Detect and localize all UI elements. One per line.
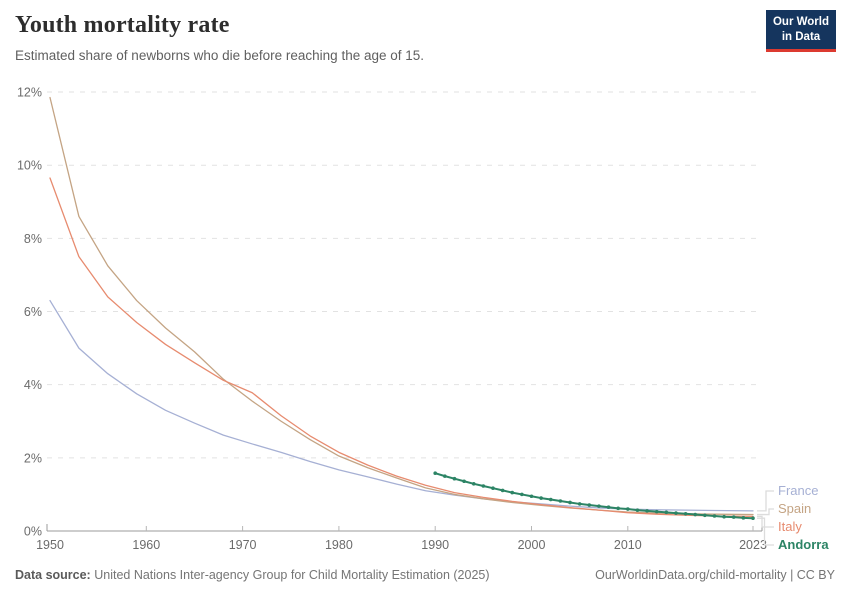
y-axis-tick-label: 2% [24,451,42,465]
legend-connector [757,508,774,516]
data-source-text: United Nations Inter-agency Group for Ch… [94,568,490,582]
series-marker [741,516,746,520]
series-marker [674,511,678,515]
series-marker [491,486,495,491]
series-marker [452,476,457,481]
x-axis-tick-label: 1990 [421,538,449,552]
series-marker [520,492,524,497]
series-marker [635,508,640,512]
series-marker [731,515,736,519]
series-marker [722,514,726,519]
series-marker [683,512,688,516]
series-marker [751,516,755,520]
owid-logo-line1: Our World [772,16,829,28]
series-marker [712,514,717,518]
series-marker [510,490,515,495]
x-axis-tick-label: 1950 [36,538,64,552]
x-axis-tick-label: 2023 [739,538,767,552]
series-marker [616,506,620,511]
y-axis-tick-label: 4% [24,378,42,392]
chart-subtitle: Estimated share of newborns who die befo… [15,48,425,63]
series-marker [548,497,553,502]
series-marker [703,513,707,518]
series-marker [664,510,669,515]
owid-logo-line2: in Data [781,30,821,43]
chart-header: Youth mortality rate Estimated share of … [15,12,424,63]
y-axis-tick-label: 12% [17,86,42,100]
series-marker [645,509,649,513]
series-marker [462,479,466,484]
series-marker [433,471,438,476]
legend-connector [757,517,774,546]
y-axis-tick-label: 6% [24,305,42,319]
series-marker [587,503,592,507]
x-axis-tick-label: 2010 [614,538,642,552]
x-axis-tick-label: 2000 [518,538,546,552]
series-line-andorra [434,472,754,520]
y-axis-tick-label: 0% [24,525,42,539]
legend-item-france[interactable]: France [778,483,819,498]
legend-connector [757,490,774,512]
series-marker [693,512,698,517]
series-marker [654,509,659,514]
legend-item-spain[interactable]: Spain [778,501,812,516]
chart-footer: Data source: United Nations Inter-agency… [15,568,835,582]
series-marker [626,507,630,511]
data-source-label: Data source: [15,568,91,582]
series-marker [597,504,601,508]
series-marker [443,474,447,478]
data-source: Data source: United Nations Inter-agency… [15,568,490,582]
series-marker [529,494,534,499]
x-axis-tick-label: 1960 [132,538,160,552]
x-axis-tick-label: 1970 [229,538,257,552]
series-line-spain [49,96,754,516]
y-axis-tick-label: 8% [24,232,42,246]
legend-connector [757,515,774,528]
series-marker [481,484,486,488]
credit-link[interactable]: OurWorldinData.org/child-mortality | CC … [595,568,835,582]
series-marker [577,502,582,506]
series-marker [539,496,543,500]
series-marker [568,500,572,505]
page-title: Youth mortality rate [15,12,230,38]
legend-item-andorra[interactable]: Andorra [778,537,829,552]
series-marker [500,488,505,493]
series-marker [558,499,563,503]
series-line-italy [49,177,754,518]
legend-item-italy[interactable]: Italy [778,519,802,534]
x-axis-tick-label: 1980 [325,538,353,552]
series-marker [606,505,611,510]
owid-logo[interactable]: Our World in Data [766,10,836,52]
y-axis-tick-label: 10% [17,159,42,173]
series-marker [471,482,476,486]
